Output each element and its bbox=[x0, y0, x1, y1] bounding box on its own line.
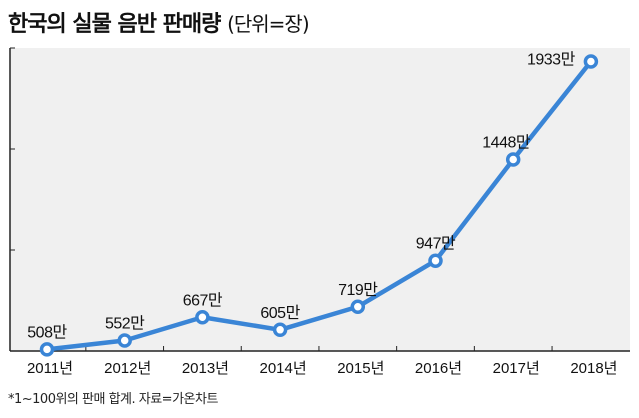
data-label: 508만 bbox=[27, 323, 67, 341]
data-label: 1933만 bbox=[527, 51, 576, 69]
data-point bbox=[39, 342, 55, 357]
chart-title: 한국의 실물 음반 판매량 (단위=장) bbox=[8, 6, 310, 38]
data-label: 947만 bbox=[416, 235, 456, 253]
data-point bbox=[505, 152, 521, 167]
series-line bbox=[46, 60, 593, 352]
x-tick-label: 2016년 bbox=[415, 360, 462, 377]
data-point bbox=[195, 310, 210, 325]
plot-area bbox=[10, 48, 630, 351]
x-tick-label: 2014년 bbox=[260, 360, 307, 377]
x-tick-label: 2015년 bbox=[337, 360, 384, 377]
x-tick-label: 2011년 bbox=[27, 360, 73, 377]
unit-label: (단위=장) bbox=[227, 12, 310, 36]
x-tick-label: 2013년 bbox=[182, 360, 229, 377]
x-tick-label: 2012년 bbox=[104, 360, 151, 377]
title-text: 한국의 실물 음반 판매량 bbox=[8, 12, 221, 37]
data-label: 667만 bbox=[183, 291, 223, 309]
data-point bbox=[428, 253, 443, 268]
data-label: 605만 bbox=[260, 304, 300, 322]
data-point bbox=[117, 333, 132, 348]
data-label: 552만 bbox=[105, 314, 145, 332]
data-point bbox=[583, 54, 599, 69]
x-tick-label: 2017년 bbox=[493, 360, 540, 377]
data-point bbox=[350, 299, 366, 315]
footnote: *1~100위의 판매 합계. 자료=가온차트 bbox=[8, 392, 218, 407]
data-label: 1448만 bbox=[482, 134, 531, 152]
x-tick-label: 2018년 bbox=[570, 360, 617, 377]
data-label: 719만 bbox=[338, 281, 378, 299]
data-point bbox=[272, 322, 288, 338]
